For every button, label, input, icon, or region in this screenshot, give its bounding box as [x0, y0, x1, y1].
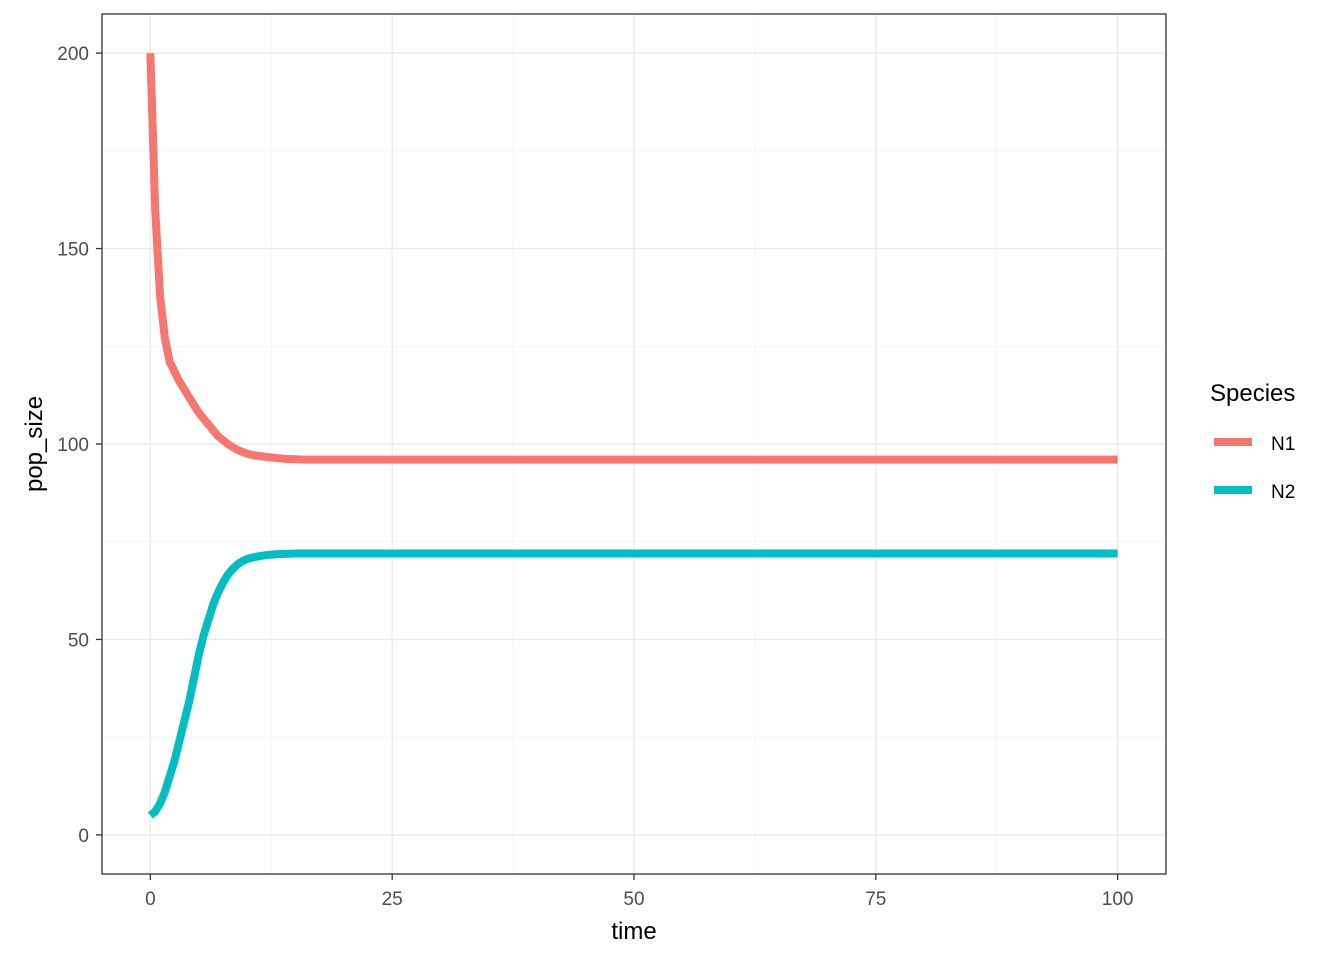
x-tick-label: 75: [865, 889, 886, 910]
y-tick-label: 0: [78, 826, 89, 847]
series-line-n2: [147, 549, 1118, 819]
x-tick-label: 25: [382, 889, 403, 910]
y-tick-label: 200: [57, 44, 89, 65]
legend-title: Species: [1210, 380, 1295, 407]
grid-lines: [102, 14, 1166, 874]
x-axis-title: time: [611, 918, 656, 945]
y-tick-label: 150: [57, 240, 89, 261]
legend: Species N1 N2: [1210, 380, 1295, 503]
axis-ticks: 0 25 50 75 100 0 50 100 150 200: [57, 44, 1133, 910]
legend-label-n1: N1: [1271, 434, 1295, 455]
y-tick-label: 100: [57, 435, 89, 456]
x-tick-label: 50: [623, 889, 644, 910]
y-axis-title: pop_size: [21, 396, 48, 492]
series-lines: [146, 52, 1118, 819]
x-tick-label: 0: [145, 889, 156, 910]
y-tick-label: 50: [68, 630, 89, 651]
legend-label-n2: N2: [1271, 482, 1295, 503]
x-tick-label: 100: [1102, 889, 1134, 910]
series-line-n1: [146, 52, 1118, 464]
